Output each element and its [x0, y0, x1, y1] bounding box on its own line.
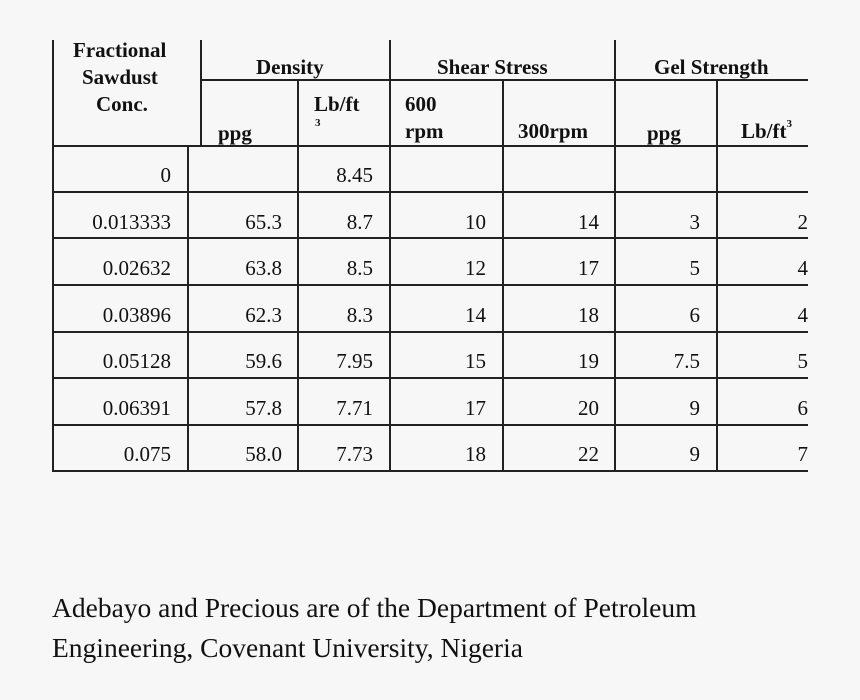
cell-density-lbft: 8.3 [346, 303, 373, 327]
header-density: Density [256, 55, 324, 79]
header-density-lbft: Lb/ft [314, 92, 360, 116]
table-vline [502, 80, 504, 471]
table-vline [389, 40, 391, 471]
cell-density-ppg: 57.8 [245, 396, 282, 420]
cell-shear-600rpm: 10 [465, 210, 486, 234]
table-vline [52, 40, 54, 471]
header-fractional-line1: Fractional [73, 38, 167, 62]
table-hline [52, 424, 808, 426]
cell-fractional-conc: 0.06391 [102, 396, 171, 420]
header-shear-600-line2: rpm [405, 119, 444, 143]
cell-shear-600rpm: 15 [465, 349, 486, 373]
cell-gel-ppg: 9 [689, 396, 701, 420]
table-vline [200, 40, 202, 146]
cell-density-ppg: 63.8 [245, 256, 282, 280]
cell-gel-lbft: 4 [797, 256, 809, 280]
table-vline [614, 40, 616, 471]
cell-fractional-conc: 0.075 [123, 442, 171, 466]
header-gel-lbft: Lb/ft3 [741, 118, 793, 143]
cell-gel-lbft: 6 [797, 396, 809, 420]
cell-gel-ppg: 6 [689, 303, 701, 327]
table-hline [52, 470, 808, 472]
cell-density-lbft: 7.73 [336, 442, 373, 466]
table-hline [52, 284, 808, 286]
header-shear-300: 300rpm [518, 119, 588, 143]
cell-gel-ppg: 7.5 [673, 349, 700, 373]
header-gel-lbft-text: Lb/ft [741, 119, 787, 143]
header-shear-stress: Shear Stress [437, 55, 548, 79]
cell-shear-300rpm: 14 [578, 210, 599, 234]
cell-shear-600rpm: 17 [465, 396, 486, 420]
header-shear-600-line1: 600 [405, 92, 437, 116]
table-vline [297, 80, 299, 471]
cell-density-ppg: 65.3 [245, 210, 282, 234]
table-hline [52, 145, 808, 147]
cell-density-lbft: 8.45 [336, 163, 373, 187]
header-density-lbft-exponent: 3 [315, 117, 321, 129]
table-vline [716, 80, 718, 471]
cell-fractional-conc: 0 [160, 163, 172, 187]
caption: Adebayo and Precious are of the Departme… [52, 588, 832, 668]
cell-gel-lbft: 2 [797, 210, 809, 234]
cell-shear-300rpm: 17 [578, 256, 599, 280]
cell-density-ppg: 59.6 [245, 349, 282, 373]
cell-shear-300rpm: 19 [578, 349, 599, 373]
cell-fractional-conc: 0.013333 [92, 210, 171, 234]
cell-fractional-conc: 0.02632 [102, 256, 171, 280]
cell-gel-ppg: 9 [689, 442, 701, 466]
cell-density-lbft: 8.7 [346, 210, 373, 234]
cell-shear-600rpm: 18 [465, 442, 486, 466]
cell-fractional-conc: 0.03896 [102, 303, 171, 327]
cell-gel-lbft: 7 [797, 442, 809, 466]
table-hline [52, 237, 808, 239]
cell-shear-600rpm: 12 [465, 256, 486, 280]
cell-fractional-conc: 0.05128 [102, 349, 171, 373]
cell-gel-ppg: 3 [689, 210, 701, 234]
table-hline [52, 331, 808, 333]
table-hline [52, 377, 808, 379]
header-fractional-line2: Sawdust [82, 65, 158, 89]
cell-shear-300rpm: 20 [578, 396, 599, 420]
cell-shear-300rpm: 18 [578, 303, 599, 327]
cell-density-lbft: 7.95 [336, 349, 373, 373]
header-fractional-line3: Conc. [96, 92, 148, 116]
cell-gel-lbft: 4 [797, 303, 809, 327]
header-gel-ppg: ppg [647, 121, 681, 145]
header-gel-strength: Gel Strength [654, 55, 769, 79]
cell-shear-600rpm: 14 [465, 303, 486, 327]
table-vline [187, 146, 189, 471]
table-hline [52, 191, 808, 193]
table-hline [200, 79, 808, 81]
header-density-ppg: ppg [218, 121, 252, 145]
cell-density-lbft: 7.71 [336, 396, 373, 420]
cell-gel-ppg: 5 [689, 256, 701, 280]
cell-shear-300rpm: 22 [578, 442, 599, 466]
cell-density-ppg: 58.0 [245, 442, 282, 466]
cell-density-lbft: 8.5 [346, 256, 373, 280]
caption-line-2: Engineering, Covenant University, Nigeri… [52, 632, 523, 663]
cell-gel-lbft: 5 [797, 349, 809, 373]
caption-line-1: Adebayo and Precious are of the Departme… [52, 592, 697, 623]
header-gel-lbft-exponent: 3 [786, 118, 793, 130]
cell-density-ppg: 62.3 [245, 303, 282, 327]
